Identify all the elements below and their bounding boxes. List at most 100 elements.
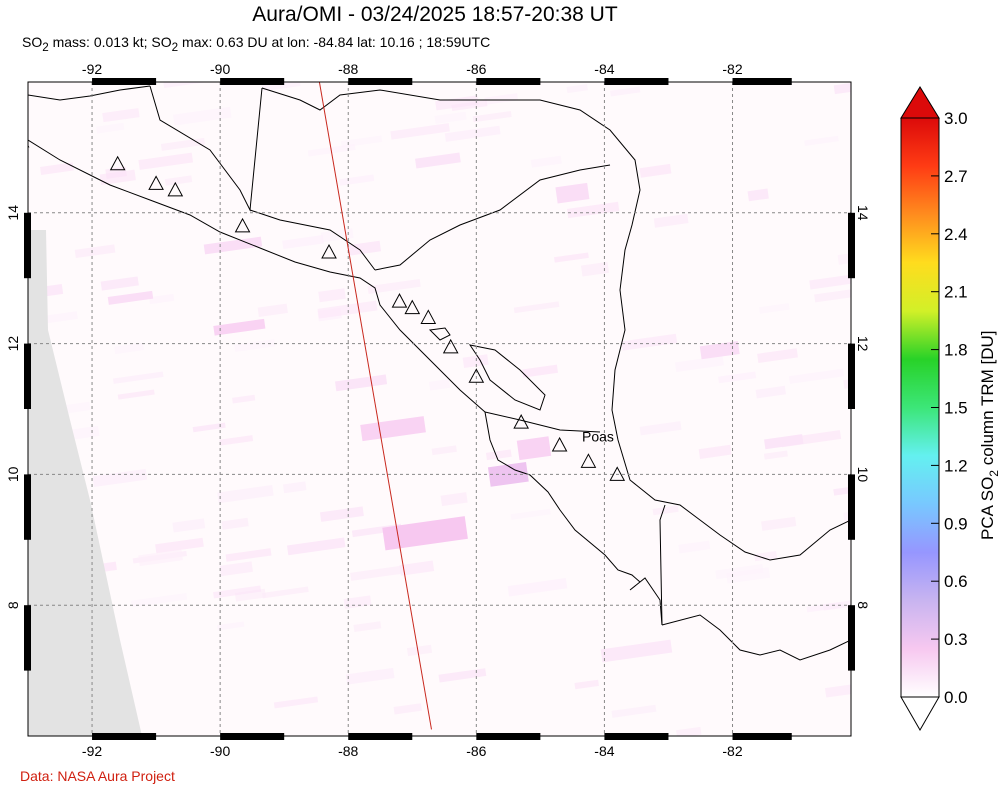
swath-streak (513, 301, 560, 314)
lat-tick-label-left: 12 (5, 336, 21, 352)
swath-streak (173, 106, 232, 126)
lon-tick-label-bottom: -88 (338, 743, 358, 759)
swath-streak (484, 93, 519, 105)
swath-streak (472, 111, 512, 123)
colorbar: 3.0 2.7 2.4 2.1 1.8 1.5 1.2 0.9 0.6 0.3 0.0 PCA SO… (900, 86, 999, 732)
lat-tick-label-right: 8 (855, 601, 871, 609)
swath-streak (319, 506, 364, 522)
so2-patch (286, 537, 346, 556)
swath-streak (434, 111, 467, 124)
lon-tick-label-top: -90 (210, 61, 230, 77)
colorbar-label-sub: 2 (987, 470, 999, 477)
swath-streak (100, 276, 139, 291)
swath-streak (639, 421, 682, 436)
so2-patch (764, 434, 804, 450)
swath-streak (824, 680, 851, 698)
graticule (28, 82, 851, 736)
so2-patch (334, 374, 388, 392)
swath-streak (715, 564, 764, 580)
so2-summary: SO2 mass: 0.013 kt; SO2 max: 0.63 DU at … (22, 34, 490, 54)
lat-tick-label-right: 12 (855, 336, 871, 352)
swath-streak (367, 278, 421, 294)
so2-summary-sub1: 2 (42, 40, 49, 54)
swath-streak (809, 272, 851, 290)
swath-streak (507, 578, 568, 597)
lon-tick-label-top: -92 (82, 61, 102, 77)
swath-streak (219, 435, 254, 446)
so2-summary-part3: max: 0.63 DU at lon: -84.84 lat: 10.16 ;… (178, 34, 491, 50)
swath-streak (74, 244, 116, 259)
lon-tick-label-bottom: -90 (210, 743, 230, 759)
volcano-triangle-icon (321, 243, 337, 259)
swath-streak (234, 339, 276, 352)
volcano-triangle-icon (148, 175, 164, 190)
volcano-triangle-icon (513, 414, 529, 429)
swath-streak (675, 355, 724, 372)
so2-patch (213, 318, 266, 336)
lat-tick-label-left: 8 (5, 601, 21, 609)
swath-streak (317, 300, 378, 319)
swath-streak (757, 348, 798, 363)
swath-streak (160, 137, 206, 151)
honduras-nicaragua-border (374, 164, 611, 271)
so2-patch (382, 516, 468, 551)
so2-summary-prefix: SO (22, 34, 43, 50)
swath-streak (759, 303, 790, 314)
so2-patch (107, 290, 154, 305)
swath-streak (96, 122, 125, 134)
nicaragua-costa-rica-border (484, 411, 601, 433)
map-frame (27, 81, 852, 737)
swath-streak (438, 668, 487, 683)
lon-tick-label-top: -88 (338, 61, 358, 77)
volcano-triangle-icon (442, 338, 459, 354)
colorbar-tick-label: 0.0 (944, 688, 968, 707)
lon-tick-label-bottom: -92 (82, 743, 102, 759)
colorbar-label: PCA SO2 column TRM [DU] (978, 331, 999, 541)
lake-managua (428, 327, 451, 341)
swath-streak (192, 422, 226, 433)
swath-streak (652, 505, 679, 516)
costa-rica-panama-border (659, 504, 666, 626)
swath-streak (639, 163, 672, 178)
lon-tick-label-bottom: -84 (594, 743, 614, 759)
el-salvador-border (249, 209, 376, 271)
colorbar-tick-label: 1.5 (944, 399, 968, 418)
volcano-triangle-icon (109, 155, 126, 171)
swath-streak (788, 368, 844, 384)
lon-tick-label-bottom: -82 (722, 743, 742, 759)
swath-streak (431, 445, 457, 456)
swath-streak (172, 518, 206, 533)
so2-patch (516, 436, 552, 461)
swath-streak (611, 704, 657, 718)
swath-streak (566, 201, 620, 219)
swath-streak (138, 549, 183, 567)
caribbean-coastline (261, 87, 851, 561)
volcano-triangle-icon (609, 466, 626, 481)
so2-patch (415, 152, 461, 169)
swath-streak (213, 585, 262, 599)
colorbar-tick-label: 3.0 (944, 109, 968, 128)
colorbar-tick-label: 2.4 (944, 225, 968, 244)
swath-streak (138, 152, 194, 170)
swath-streak (428, 379, 451, 391)
swath-streak (112, 371, 164, 384)
so2-summary-part2: mass: 0.013 kt; SO (48, 34, 172, 50)
orbit-track-line (318, 82, 432, 730)
colorbar-label-rest: column TRM [DU] (978, 331, 997, 471)
swath-streak (353, 621, 382, 632)
volcano-triangle-icon (404, 299, 421, 315)
swath-streak (761, 516, 797, 531)
lat-tick-label-left: 10 (5, 466, 21, 482)
so2-patch (360, 416, 426, 442)
volcano-triangle-icon (468, 368, 485, 383)
so2-patch (600, 639, 673, 663)
guatemala-border (149, 85, 263, 212)
swath-streak (130, 592, 188, 608)
swath-streak (164, 175, 193, 186)
map-background (28, 82, 851, 736)
swath-streak (225, 548, 272, 562)
colorbar-tick-label: 0.9 (944, 514, 968, 533)
swath-streak (282, 235, 324, 250)
swath-streak (155, 537, 204, 554)
